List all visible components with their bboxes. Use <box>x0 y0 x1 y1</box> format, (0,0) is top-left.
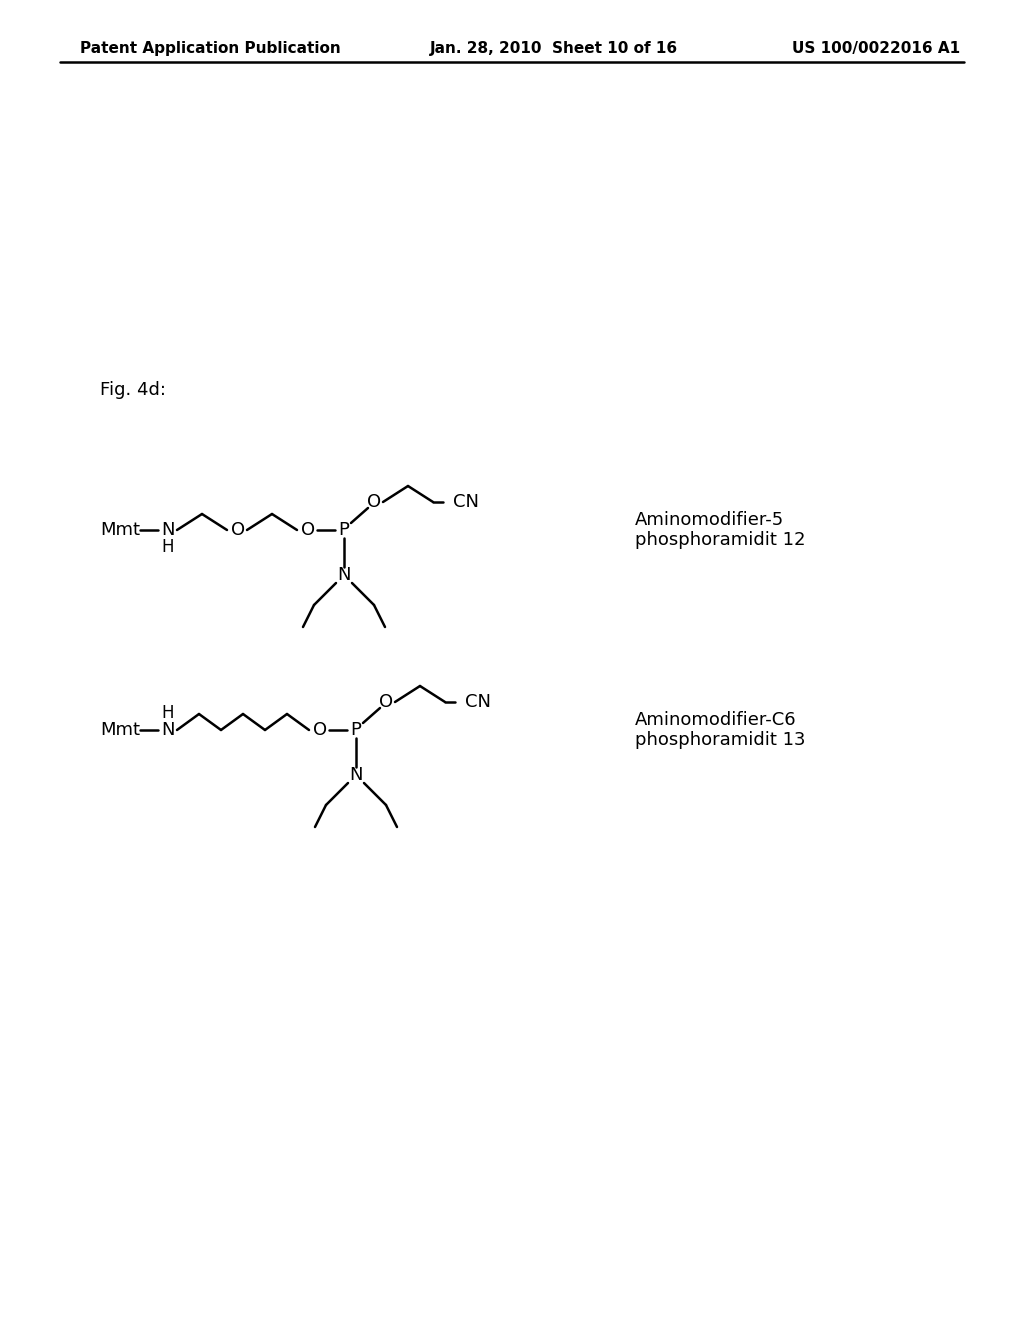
Text: Jan. 28, 2010  Sheet 10 of 16: Jan. 28, 2010 Sheet 10 of 16 <box>430 41 678 55</box>
Text: H: H <box>162 539 174 556</box>
Text: Mmt: Mmt <box>100 521 140 539</box>
Text: P: P <box>339 521 349 539</box>
Text: N: N <box>161 721 175 739</box>
Text: O: O <box>301 521 315 539</box>
Text: O: O <box>231 521 245 539</box>
Text: Patent Application Publication: Patent Application Publication <box>80 41 341 55</box>
Text: O: O <box>367 492 381 511</box>
Text: CN: CN <box>453 492 479 511</box>
Text: H: H <box>162 704 174 722</box>
Text: Aminomodifier-5
phosphoramidit 12: Aminomodifier-5 phosphoramidit 12 <box>635 511 806 549</box>
Text: O: O <box>379 693 393 711</box>
Text: O: O <box>313 721 327 739</box>
Text: Aminomodifier-C6
phosphoramidit 13: Aminomodifier-C6 phosphoramidit 13 <box>635 710 806 750</box>
Text: US 100/0022016 A1: US 100/0022016 A1 <box>792 41 961 55</box>
Text: N: N <box>337 566 351 583</box>
Text: P: P <box>350 721 361 739</box>
Text: Mmt: Mmt <box>100 721 140 739</box>
Text: N: N <box>161 521 175 539</box>
Text: Fig. 4d:: Fig. 4d: <box>100 381 166 399</box>
Text: CN: CN <box>465 693 490 711</box>
Text: N: N <box>349 766 362 784</box>
